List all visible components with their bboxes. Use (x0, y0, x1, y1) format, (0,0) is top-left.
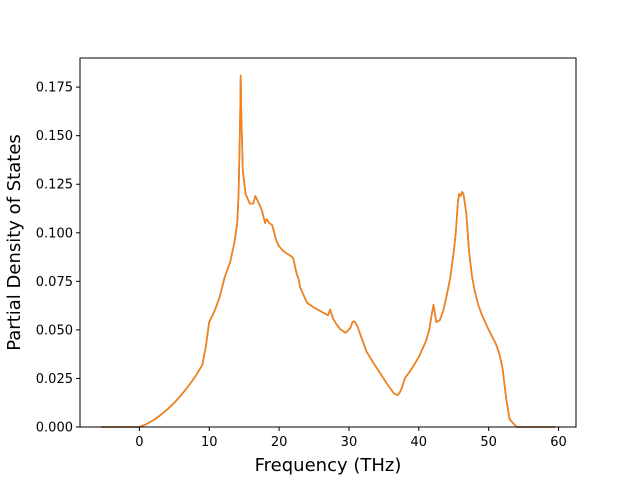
x-tick-label: 0 (135, 435, 143, 450)
x-tick-label: 10 (201, 435, 218, 450)
y-axis-label: Partial Density of States (4, 134, 25, 351)
y-tick-label: 0.000 (36, 421, 73, 436)
y-axis-ticks: 0.000 0.025 0.050 0.075 0.100 0.125 0.150 0.175 (36, 81, 80, 436)
x-tick-label: 50 (480, 435, 497, 450)
x-axis-label: Frequency (THz) (255, 455, 402, 476)
x-tick-label: 40 (411, 435, 428, 450)
y-tick-label: 0.100 (36, 226, 73, 241)
y-tick-label: 0.025 (36, 372, 73, 387)
x-tick-label: 20 (271, 435, 288, 450)
y-tick-label: 0.125 (36, 178, 73, 193)
plot-area-frame (79, 57, 577, 428)
y-tick-label: 0.150 (36, 129, 73, 144)
y-tick-label: 0.050 (36, 323, 73, 338)
series-layer (101, 74, 555, 428)
x-tick-label: 60 (550, 435, 567, 450)
pdos-series-line-2 (101, 74, 555, 428)
x-axis-ticks: 0 10 20 30 40 50 60 (135, 427, 567, 450)
y-tick-label: 0.075 (36, 275, 73, 290)
y-tick-label: 0.175 (36, 81, 73, 96)
x-tick-label: 30 (341, 435, 358, 450)
